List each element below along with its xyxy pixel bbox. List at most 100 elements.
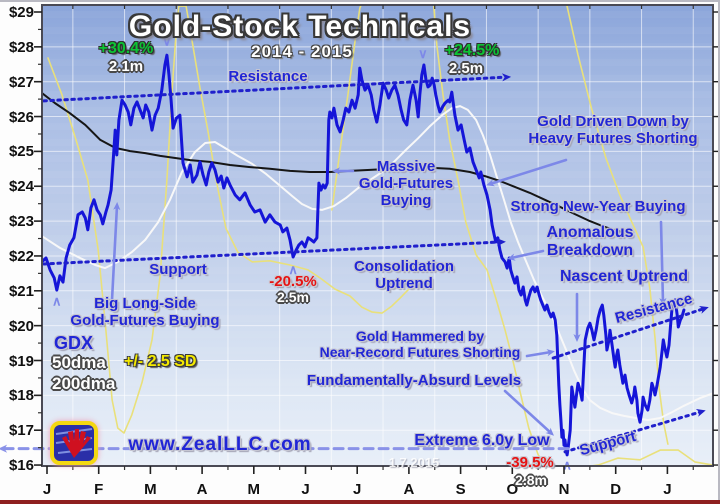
legend-200dma: 200dma	[52, 374, 116, 393]
gold-price-overlay-line	[331, 4, 363, 211]
arrowhead-icon	[546, 349, 555, 357]
y-axis-label: $28	[8, 38, 34, 56]
arrowhead-icon	[695, 409, 706, 417]
annotation-consolidation-uptrend: Consolidation Uptrend	[354, 258, 454, 292]
background-stripe	[42, 235, 713, 242]
background-stripe	[42, 139, 713, 146]
x-axis-label: M	[247, 481, 261, 498]
y-axis-label: $16	[8, 457, 34, 475]
y-axis-label: $17	[8, 422, 34, 440]
callout-correction-jun-duration: 2.5m	[277, 289, 309, 305]
background-stripe	[42, 267, 713, 274]
annotation-pointer-arrow	[488, 158, 568, 186]
annotation-gold-driven-down: Gold Driven Down by Heavy Futures Shorti…	[528, 113, 698, 147]
background-stripe	[42, 299, 713, 306]
support-2014	[42, 240, 502, 266]
arrowhead-icon	[507, 253, 516, 261]
x-axis-label: A	[403, 481, 415, 498]
x-axis-label: J	[353, 481, 362, 498]
background-stripe	[42, 27, 713, 34]
background-stripe	[42, 459, 713, 466]
right-border	[718, 0, 720, 504]
peak-marker-icon: ∨	[418, 46, 428, 61]
background-stripe	[42, 395, 713, 402]
arrowhead-icon	[573, 334, 581, 342]
background-stripe	[42, 155, 713, 162]
annotation-pointer-arrow	[659, 220, 665, 304]
background-stripe	[42, 75, 713, 82]
y-axis-label: $26	[8, 108, 34, 126]
legend-sd-band: +/- 2.5 SD	[124, 353, 197, 370]
website-text: www.ZealLLC.com	[128, 434, 312, 455]
annotation-extreme-low: Extreme 6.0y Low	[414, 432, 550, 449]
arrowhead-icon	[113, 202, 121, 211]
callout-correction-jun: -20.5%	[269, 273, 317, 290]
annotation-absurd-levels: Fundamentally-Absurd Levels	[306, 372, 522, 389]
date-stamp: 1.7.2015	[388, 455, 440, 470]
x-axis-label: J	[663, 481, 672, 498]
annotation-pointer-arrow	[525, 350, 553, 358]
y-axis-label: $18	[8, 387, 34, 405]
legend-symbol-gdx: GDX	[54, 333, 94, 353]
chart-subtitle: 2014 - 2015	[251, 42, 353, 61]
annotation-big-long-side: Big Long-Side Gold-Futures Buying	[70, 295, 220, 329]
annotation-strong-new-year: Strong New-Year Buying	[510, 198, 686, 215]
y-axis-label: $20	[8, 317, 34, 335]
low-marker-icon: ∧	[288, 262, 298, 277]
arrowhead-icon	[545, 427, 554, 436]
arrowhead-icon	[332, 167, 340, 175]
annotation-anomalous-breakdown: Anomalous Breakdown	[546, 224, 634, 259]
background-stripe	[42, 203, 713, 210]
background-stripe	[42, 59, 713, 66]
background-stripe	[42, 251, 713, 258]
background-stripe	[42, 123, 713, 130]
background-stripe	[42, 347, 713, 354]
arrowhead-icon	[659, 297, 667, 306]
annotation-nascent-uptrend: Nascent Uptrend	[559, 268, 689, 285]
support-new	[563, 410, 702, 454]
label-support-2014: Support	[149, 261, 207, 278]
y-axis-label: $24	[8, 178, 34, 196]
background-stripe	[42, 11, 713, 18]
x-axis-label: A	[196, 481, 208, 498]
zeal-logo	[50, 421, 98, 470]
resistance-2014	[42, 75, 507, 103]
bottom-border	[0, 500, 720, 504]
arrowhead-icon	[699, 306, 709, 314]
y-axis-label: $25	[8, 143, 34, 161]
gold-price-overlay-line	[565, 4, 669, 445]
x-axis-label: O	[506, 481, 519, 498]
zeal-logo-icon	[50, 421, 98, 465]
top-border	[0, 0, 720, 2]
background-stripe	[42, 363, 713, 370]
y-axis-label: $27	[8, 73, 34, 91]
legend-50dma: 50dma	[52, 353, 106, 372]
arrowhead-icon	[486, 179, 495, 187]
y-axis-label: $22	[8, 247, 34, 265]
background-stripe	[42, 331, 713, 338]
gold-price-overlay-line	[47, 5, 416, 434]
callout-upleg-aug: +24.5%	[444, 42, 500, 59]
arrowhead-icon	[501, 73, 512, 82]
plot-border	[41, 4, 714, 467]
background-stripe	[42, 91, 713, 98]
x-axis-label: N	[558, 481, 570, 498]
y-axis-label: $21	[8, 282, 34, 300]
y-axis-label: $19	[8, 352, 34, 370]
background-stripe	[42, 379, 713, 386]
low-marker-icon: ∧	[52, 293, 62, 308]
x-axis-label: J	[42, 481, 52, 498]
callout-upleg-aug-duration: 2.5m	[448, 60, 484, 77]
background-stripe	[42, 187, 713, 194]
annotation-gold-hammered: Gold Hammered by Near-Record Futures Sho…	[319, 328, 521, 360]
x-axis-label: D	[610, 481, 622, 498]
annotation-pointer-arrow	[503, 389, 553, 435]
x-axis-label: M	[144, 481, 157, 498]
y-axis-label: $23	[8, 213, 34, 231]
callout-plunge-nov-duration: 2.8m	[515, 472, 547, 488]
y-axis-label: $29	[8, 4, 34, 21]
background-stripe	[42, 283, 713, 290]
arrowhead-icon	[496, 238, 506, 247]
